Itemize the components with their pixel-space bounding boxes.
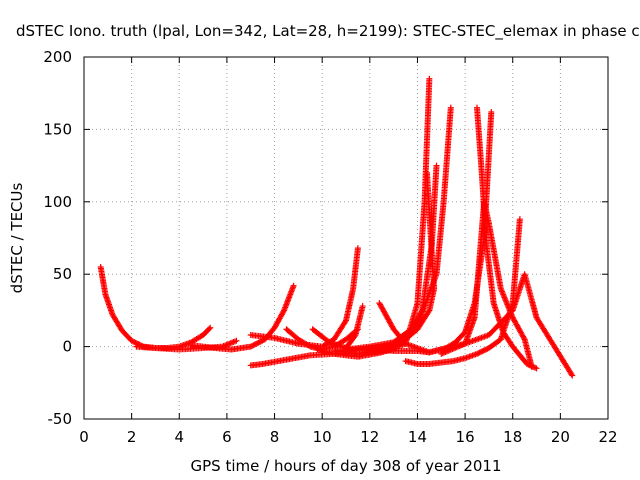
- data-point: [447, 104, 454, 111]
- data-point: [433, 162, 440, 169]
- data-point: [480, 347, 487, 354]
- data-points: [97, 75, 576, 379]
- x-tick-label: 14: [408, 428, 427, 446]
- x-tick-label: 12: [360, 428, 379, 446]
- x-tick-label: 8: [270, 428, 280, 446]
- data-point: [568, 371, 575, 378]
- series-1: [97, 263, 214, 352]
- data-point: [131, 339, 138, 346]
- data-point: [474, 350, 480, 357]
- series-5: [247, 245, 361, 350]
- x-tick-label: 10: [313, 428, 332, 446]
- data-point: [426, 75, 433, 82]
- data-point: [483, 346, 490, 353]
- y-tick-label: 150: [43, 120, 72, 138]
- series-3: [188, 282, 297, 353]
- data-point: [516, 216, 523, 223]
- data-point: [132, 339, 139, 346]
- y-tick-label: -50: [48, 410, 73, 428]
- series-12: [366, 271, 576, 379]
- x-tick-label: 16: [456, 428, 475, 446]
- data-point: [481, 346, 488, 353]
- data-point: [525, 361, 532, 368]
- series-11: [343, 104, 454, 353]
- series-15: [474, 104, 540, 372]
- x-tick-labels: 0 2 4 6 8 10 12 14 16 18 20 22: [79, 428, 617, 446]
- plot-frame: [83, 56, 609, 420]
- data-point: [520, 335, 527, 342]
- x-tick-label: 2: [127, 428, 137, 446]
- y-tick-label: 50: [53, 265, 72, 283]
- x-tick-label: 20: [551, 428, 570, 446]
- grid-lines: [84, 57, 608, 419]
- chart-title: dSTEC Iono. truth (lpal, Lon=342, Lat=28…: [16, 22, 640, 41]
- data-point: [290, 282, 297, 289]
- series-7: [309, 303, 366, 352]
- x-tick-label: 4: [174, 428, 184, 446]
- y-tick-labels: -50 0 50 100 150 200: [43, 48, 72, 428]
- data-point: [305, 342, 312, 349]
- data-point: [129, 338, 136, 345]
- data-point: [342, 318, 349, 325]
- data-point: [533, 365, 540, 372]
- data-point: [529, 363, 536, 370]
- data-point: [530, 364, 537, 371]
- data-point: [532, 364, 539, 371]
- data-point: [359, 303, 366, 310]
- data-point: [354, 245, 361, 252]
- tick-marks: [83, 56, 609, 420]
- data-point: [351, 333, 358, 340]
- data-point: [476, 349, 483, 356]
- y-tick-label: 100: [43, 193, 72, 211]
- data-point: [280, 308, 287, 315]
- x-axis-label: GPS time / hours of day 308 of year 2011: [191, 457, 502, 475]
- series-8: [314, 75, 433, 360]
- y-tick-label: 200: [43, 48, 72, 66]
- data-point: [569, 372, 576, 379]
- data-point: [207, 324, 214, 331]
- data-point: [488, 109, 495, 116]
- data-point: [479, 348, 486, 355]
- data-point: [524, 360, 531, 367]
- y-axis-label: dSTEC / TECUs: [8, 182, 26, 293]
- series-14: [438, 198, 535, 370]
- x-tick-label: 22: [598, 428, 617, 446]
- data-point: [526, 362, 533, 369]
- y-tick-label: 0: [62, 338, 72, 356]
- x-tick-label: 18: [503, 428, 522, 446]
- data-point: [475, 350, 482, 357]
- x-tick-label: 0: [79, 428, 89, 446]
- x-tick-label: 6: [222, 428, 232, 446]
- data-point: [206, 325, 213, 332]
- data-point: [128, 337, 135, 344]
- series-16: [402, 216, 523, 367]
- data-point: [528, 362, 535, 369]
- data-point: [233, 337, 240, 344]
- data-point: [477, 348, 484, 355]
